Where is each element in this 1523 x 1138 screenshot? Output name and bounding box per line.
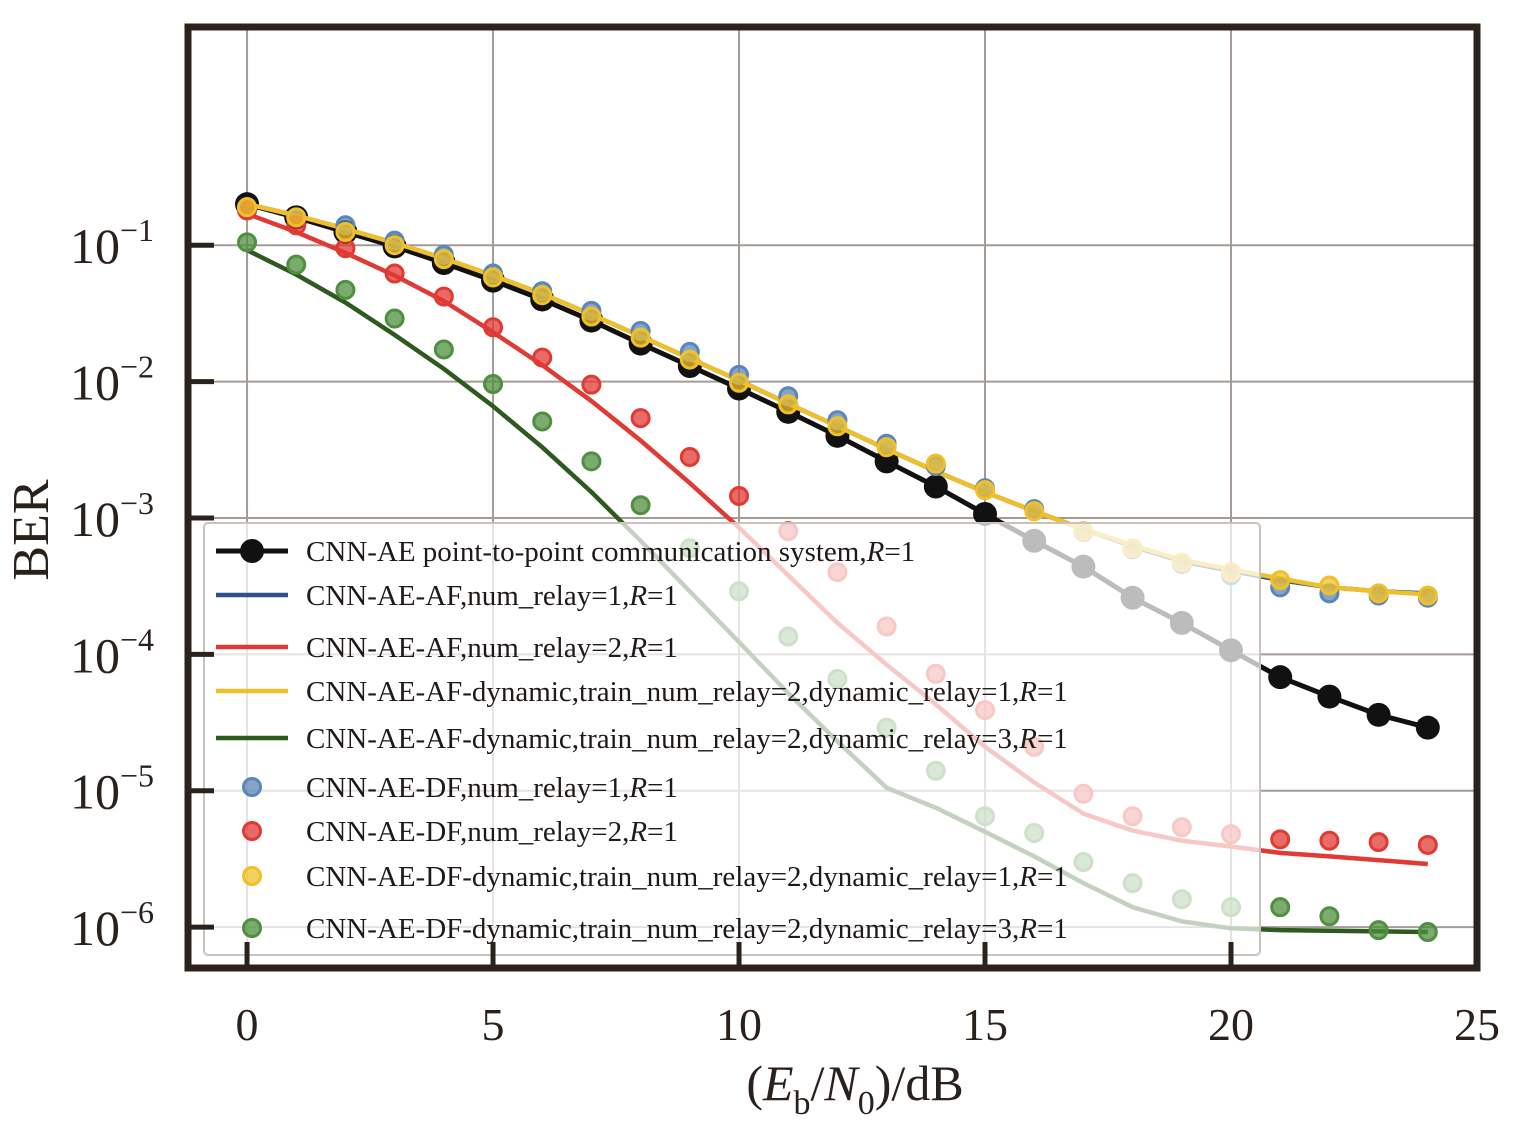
legend-label: CNN-AE-AF-dynamic,train_num_relay=2,dyna… bbox=[306, 723, 1068, 755]
x-axis-label-e: E bbox=[762, 1055, 794, 1111]
series-marker bbox=[923, 474, 948, 499]
series-marker bbox=[1270, 829, 1291, 850]
series-marker bbox=[973, 501, 998, 526]
legend: CNN-AE point-to-point communication syst… bbox=[203, 522, 1261, 956]
series-marker bbox=[630, 408, 651, 429]
series-marker bbox=[483, 267, 504, 288]
x-tick-label: 10 bbox=[716, 999, 762, 1050]
legend-label: CNN-AE-AF,num_relay=1,R=1 bbox=[306, 580, 678, 612]
y-tick-label: 10−2 bbox=[70, 349, 154, 411]
series-marker bbox=[1366, 702, 1391, 727]
x-tick-label: 0 bbox=[236, 999, 259, 1050]
x-tick-label: 25 bbox=[1454, 999, 1500, 1050]
series-marker bbox=[1319, 906, 1340, 927]
series-marker bbox=[1417, 585, 1438, 606]
legend-handle-marker bbox=[242, 777, 262, 797]
x-axis-label-slash: / bbox=[811, 1055, 825, 1111]
series-marker bbox=[286, 207, 307, 228]
legend-label: CNN-AE-DF-dynamic,train_num_relay=2,dyna… bbox=[306, 913, 1068, 945]
series-marker bbox=[874, 449, 899, 474]
series-marker bbox=[778, 394, 799, 415]
y-tick-label: 10−3 bbox=[70, 485, 154, 547]
series-marker bbox=[581, 306, 602, 327]
y-axis-label: BER bbox=[3, 479, 60, 580]
legend-handle-marker bbox=[240, 539, 264, 563]
legend-label: CNN-AE-DF-dynamic,train_num_relay=2,dyna… bbox=[306, 861, 1068, 893]
series-marker bbox=[433, 286, 454, 307]
series-marker bbox=[532, 285, 553, 306]
series-marker bbox=[1368, 583, 1389, 604]
series-marker bbox=[1319, 830, 1340, 851]
series-marker bbox=[679, 446, 700, 467]
x-tick-label: 20 bbox=[1208, 999, 1254, 1050]
series-marker bbox=[1368, 832, 1389, 853]
x-tick-label: 15 bbox=[962, 999, 1008, 1050]
series-marker bbox=[1270, 897, 1291, 918]
x-axis-label-sub-b: b bbox=[794, 1085, 811, 1122]
series-marker bbox=[433, 339, 454, 360]
y-tick-label: 10−4 bbox=[70, 621, 154, 683]
legend-handle-marker bbox=[242, 866, 262, 886]
axis-ticks: 0 5 10 15 20 25 10−1 10−2 10−3 10−4 10−5 10−6 bbox=[70, 212, 1500, 1050]
series-marker bbox=[827, 416, 848, 437]
legend-label: CNN-AE-DF,num_relay=1,R=1 bbox=[306, 772, 678, 804]
series-marker bbox=[532, 411, 553, 432]
series-marker bbox=[237, 232, 258, 253]
series-marker bbox=[729, 372, 750, 393]
series-marker bbox=[1024, 501, 1045, 522]
legend-handle-marker bbox=[242, 821, 262, 841]
series-marker bbox=[384, 308, 405, 329]
x-axis-label-sub-0: 0 bbox=[858, 1085, 875, 1122]
plot-frame bbox=[184, 23, 1481, 972]
series-marker bbox=[1417, 834, 1438, 855]
x-axis-label-open: ( bbox=[746, 1055, 763, 1111]
series-marker bbox=[384, 263, 405, 284]
series-marker bbox=[679, 349, 700, 370]
series-marker bbox=[1268, 665, 1293, 690]
series-marker bbox=[483, 317, 504, 338]
legend-label: CNN-AE-AF-dynamic,train_num_relay=2,dyna… bbox=[306, 676, 1068, 708]
series-marker bbox=[1415, 715, 1440, 740]
series-marker bbox=[630, 495, 651, 516]
series-marker bbox=[1270, 570, 1291, 591]
y-tick-label: 10−5 bbox=[70, 758, 154, 820]
series-marker bbox=[1417, 922, 1438, 943]
y-tick-label: 10−6 bbox=[70, 894, 154, 956]
legend-label: CNN-AE point-to-point communication syst… bbox=[306, 536, 915, 568]
series-marker bbox=[384, 235, 405, 256]
series-marker bbox=[532, 347, 553, 368]
x-tick-label: 5 bbox=[482, 999, 505, 1050]
x-axis-label-n: N bbox=[823, 1055, 860, 1111]
series-marker bbox=[581, 374, 602, 395]
series-marker bbox=[729, 485, 750, 506]
x-axis-label-close: )/dB bbox=[875, 1055, 964, 1111]
series-marker bbox=[1368, 920, 1389, 941]
series-marker bbox=[286, 254, 307, 275]
x-axis-label: (Eb/N0)/dB bbox=[746, 1055, 963, 1122]
series-marker bbox=[335, 221, 356, 242]
series-marker bbox=[630, 327, 651, 348]
series-marker bbox=[1317, 684, 1342, 709]
series-marker bbox=[335, 238, 356, 259]
series-marker bbox=[483, 373, 504, 394]
series-marker bbox=[975, 480, 996, 501]
legend-label: CNN-AE-DF,num_relay=2,R=1 bbox=[306, 816, 678, 848]
y-tick-label: 10−1 bbox=[70, 212, 154, 274]
series-marker bbox=[335, 279, 356, 300]
series-marker bbox=[876, 437, 897, 458]
series-marker bbox=[433, 249, 454, 270]
legend-label: CNN-AE-AF,num_relay=2,R=1 bbox=[306, 632, 678, 664]
legend-box bbox=[203, 522, 1261, 956]
legend-handle-marker bbox=[242, 918, 262, 938]
series-marker bbox=[925, 453, 946, 474]
series-marker bbox=[237, 197, 258, 218]
series-marker bbox=[1319, 575, 1340, 596]
series-marker bbox=[581, 451, 602, 472]
